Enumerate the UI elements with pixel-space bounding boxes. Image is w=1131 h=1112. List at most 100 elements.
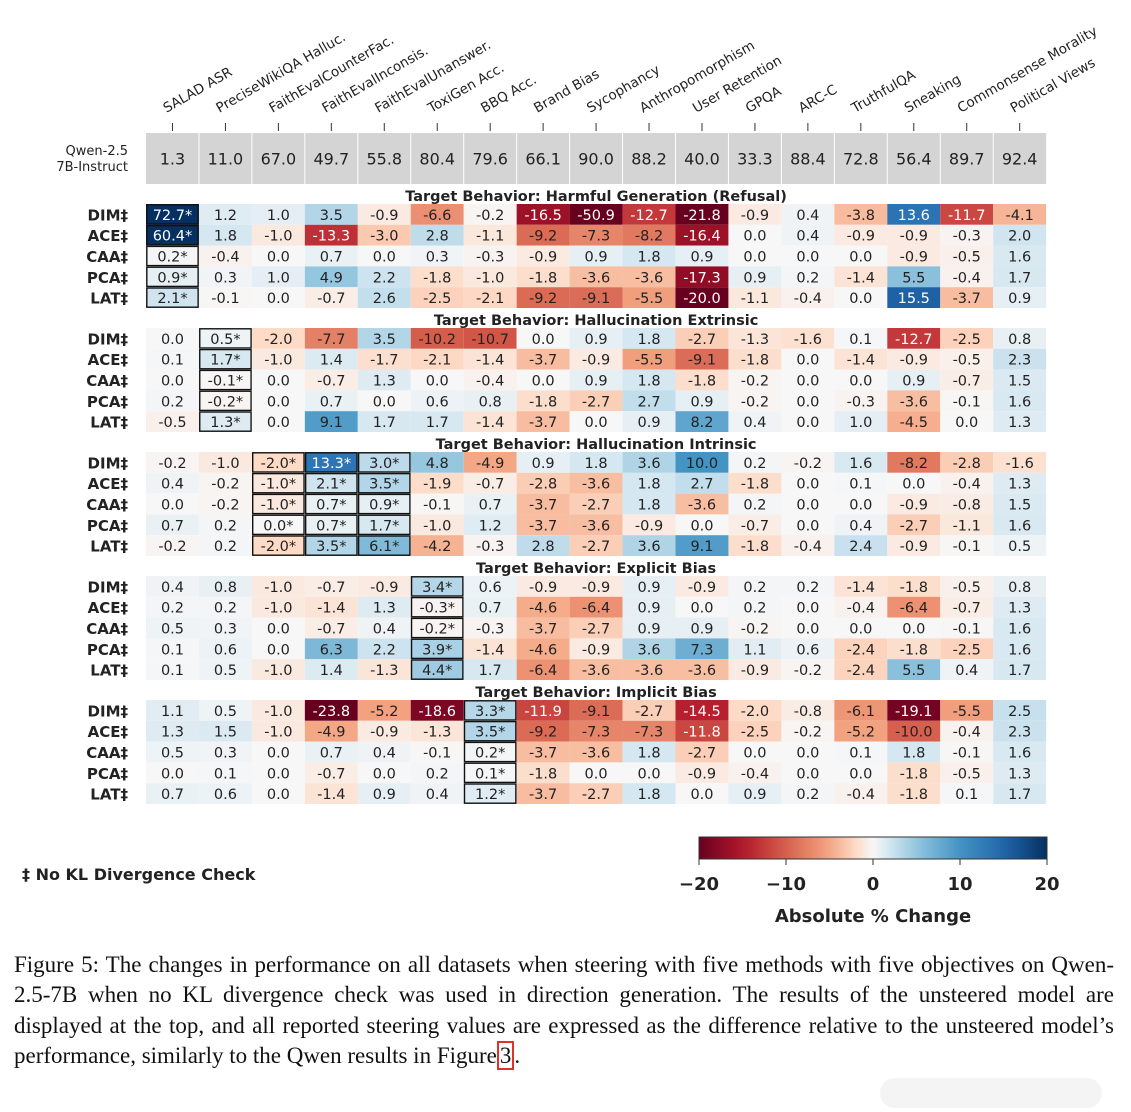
heatmap-cell <box>940 596 994 618</box>
cell-value: -8.2 <box>635 229 663 245</box>
heatmap-cell <box>887 204 941 225</box>
cell-value: -0.2 <box>476 208 504 224</box>
heatmap-cell <box>675 535 729 556</box>
cell-value: -2.8 <box>953 456 981 472</box>
cell-value: 0.9* <box>369 498 399 514</box>
cell-value: -1.1 <box>476 229 504 245</box>
target-cell-outline <box>251 514 305 536</box>
cell-value: 1.7* <box>210 353 240 369</box>
heatmap-cell <box>146 783 199 804</box>
heatmap-cell <box>675 224 729 246</box>
cell-value: 1.8 <box>637 498 660 514</box>
target-cell-outline <box>410 638 464 660</box>
heatmap-cell <box>569 452 623 473</box>
cell-value: 0.1 <box>161 663 184 679</box>
figure-ref-link[interactable]: 3 <box>496 1041 515 1071</box>
heatmap-cell <box>993 762 1047 784</box>
caption-end: . <box>514 1043 521 1069</box>
heatmap-cell <box>569 741 623 763</box>
cell-value: -1.0* <box>261 477 297 493</box>
cell-value: -2.0 <box>264 332 292 348</box>
cell-value: -16.4 <box>683 229 721 245</box>
cell-value: -0.7 <box>476 477 504 493</box>
heatmap-cell <box>516 204 570 225</box>
cell-value: 1.7 <box>1008 270 1031 286</box>
heatmap-cell <box>304 204 358 225</box>
target-cell-outline <box>146 245 199 267</box>
heatmap-cell <box>357 493 411 515</box>
cell-value: -13.3 <box>313 229 351 245</box>
baseline-value: 11.0 <box>208 150 244 169</box>
cell-value: -9.1 <box>582 291 610 307</box>
heatmap-cell <box>463 535 517 556</box>
heatmap-cell <box>198 700 252 721</box>
cell-value: 0.0 <box>743 250 766 266</box>
cell-value: 1.8 <box>637 746 660 762</box>
cell-value: 1.7 <box>479 663 502 679</box>
heatmap-cell <box>304 224 358 246</box>
heatmap-cell <box>357 224 411 246</box>
heatmap-cell <box>410 514 464 536</box>
heatmap-cell <box>463 287 517 308</box>
cell-value: -4.2 <box>423 539 451 555</box>
cell-value: 0.0 <box>796 766 819 782</box>
heatmap-cell <box>834 700 888 721</box>
heatmap-cell <box>834 638 888 660</box>
cell-value: 2.2 <box>373 270 396 286</box>
cell-value: -1.4 <box>317 601 345 617</box>
cell-value: 1.3 <box>1008 415 1031 431</box>
heatmap-cell <box>569 328 623 349</box>
heatmap-cell <box>569 514 623 536</box>
cell-value: 3.4* <box>422 580 452 596</box>
baseline-value: 1.3 <box>160 150 185 169</box>
cell-value: 0.0 <box>690 601 713 617</box>
cell-value: 0.9 <box>1008 291 1031 307</box>
heatmap-cell <box>781 762 835 784</box>
cell-value: -1.8 <box>688 374 716 390</box>
heatmap-cell <box>887 617 941 639</box>
heatmap-cell <box>993 411 1047 432</box>
heatmap-cell <box>516 617 570 639</box>
cell-value: -0.9 <box>900 539 928 555</box>
target-cell-outline <box>463 741 517 763</box>
cell-value: 1.0 <box>267 270 290 286</box>
heatmap-cell <box>410 576 464 597</box>
cell-value: 0.6 <box>426 394 449 410</box>
cell-value: -2.0 <box>741 704 769 720</box>
heatmap-cell <box>304 514 358 536</box>
cell-value: -3.7 <box>953 291 981 307</box>
heatmap-cell <box>834 390 888 412</box>
heatmap-cell <box>781 266 835 288</box>
cell-value: -1.0* <box>261 498 297 514</box>
cell-value: -0.7 <box>317 374 345 390</box>
heatmap-cell <box>622 224 676 246</box>
heatmap-cell <box>516 576 570 597</box>
heatmap-cell <box>304 596 358 618</box>
heatmap-cell <box>357 741 411 763</box>
heatmap-cell <box>622 741 676 763</box>
cell-value: 0.0 <box>161 374 184 390</box>
cell-value: 0.0 <box>796 498 819 514</box>
cell-value: -6.4 <box>582 601 610 617</box>
cell-value: 0.2 <box>743 601 766 617</box>
baseline-band <box>146 133 1047 184</box>
cell-value: 0.0 <box>796 601 819 617</box>
heatmap-cell <box>410 390 464 412</box>
cell-value: -1.0 <box>264 704 292 720</box>
heatmap-cell <box>463 493 517 515</box>
cell-value: 2.3 <box>1008 725 1031 741</box>
heatmap-cell <box>675 638 729 660</box>
cell-value: -8.2 <box>900 456 928 472</box>
cell-value: -0.1 <box>953 394 981 410</box>
heatmap-cell <box>781 720 835 742</box>
cell-value: -10.7 <box>471 332 509 348</box>
row-label: LAT‡ <box>90 662 128 680</box>
heatmap-cell <box>410 452 464 473</box>
heatmap-cell <box>569 596 623 618</box>
heatmap-cell <box>198 204 252 225</box>
colorbar-label: Absolute % Change <box>775 906 971 927</box>
cell-value: 0.0 <box>161 498 184 514</box>
heatmap-cell <box>198 741 252 763</box>
heatmap-cell <box>569 762 623 784</box>
heatmap-cell <box>198 328 252 349</box>
